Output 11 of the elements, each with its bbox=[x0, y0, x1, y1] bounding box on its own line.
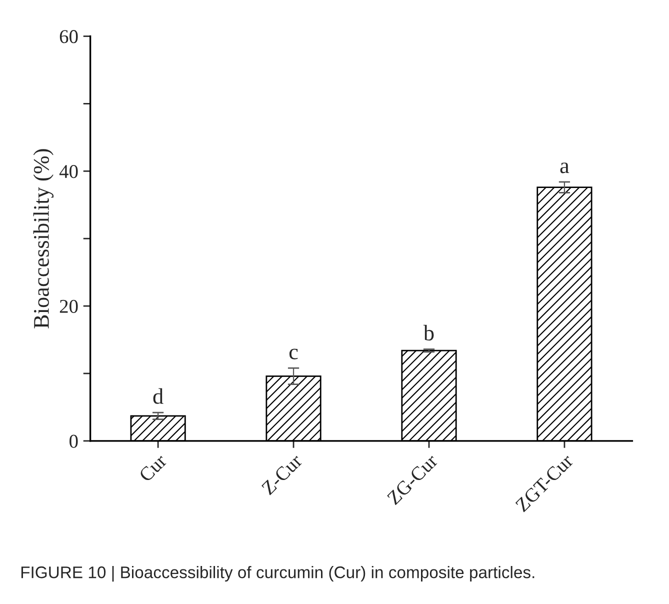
annotation: b bbox=[423, 324, 434, 341]
y-tick-label: 40 bbox=[59, 164, 78, 178]
x-tick-label: Cur bbox=[138, 453, 168, 482]
caption: FIGURE 10 | Bioaccessibility of curcumin (Cur) in composite particles. bbox=[21, 566, 534, 582]
y-tick-label: 60 bbox=[60, 30, 78, 44]
annotation: a bbox=[560, 162, 570, 174]
y-axis-title: Bioaccessibility (%) bbox=[33, 149, 54, 328]
annotation: c bbox=[289, 348, 298, 360]
y-tick-label: 0 bbox=[70, 434, 78, 448]
annotation: d bbox=[153, 388, 164, 404]
y-tick-label: 20 bbox=[60, 300, 78, 313]
